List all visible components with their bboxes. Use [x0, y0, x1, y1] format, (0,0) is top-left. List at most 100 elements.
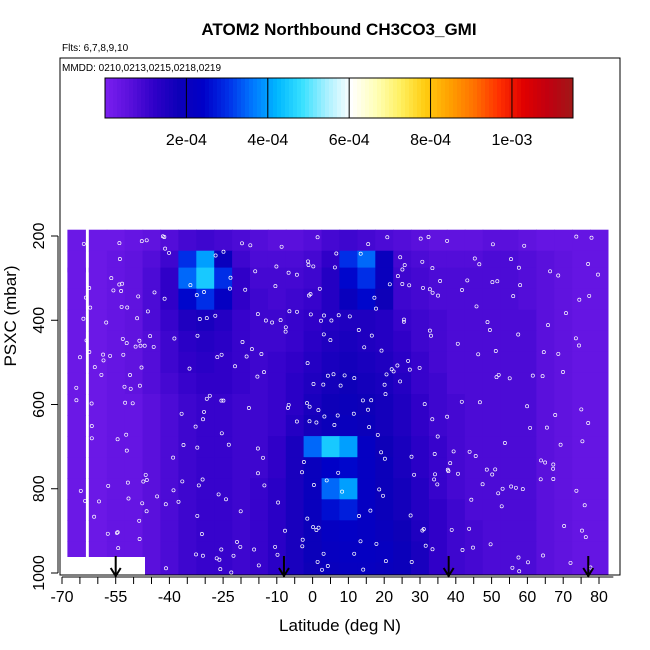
heatmap-cell: [428, 309, 448, 332]
sample-point: [319, 318, 323, 323]
heatmap-cell: [554, 436, 573, 458]
sample-point: [238, 544, 243, 549]
sample-point: [541, 553, 545, 558]
sample-point: [406, 358, 411, 363]
heatmap-cell: [446, 288, 466, 311]
heatmap-cell: [393, 229, 412, 252]
heatmap-cell: [214, 288, 233, 311]
heatmap-cell: [232, 436, 251, 458]
sample-point: [138, 343, 143, 348]
heatmap-cell: [303, 229, 323, 252]
sample-point: [219, 431, 224, 436]
sample-point: [526, 560, 530, 565]
colorbar-segment: [433, 78, 438, 118]
sample-point: [311, 525, 316, 530]
sample-point: [308, 312, 313, 317]
sample-point: [520, 487, 525, 492]
sample-point: [427, 287, 432, 292]
sample-point: [164, 566, 168, 571]
sample-point: [372, 295, 377, 300]
sample-point: [111, 288, 116, 293]
sample-point: [525, 404, 530, 409]
heatmap-cell: [357, 436, 376, 458]
heatmap-cell: [428, 267, 448, 290]
sample-point: [89, 424, 94, 428]
heatmap-cell: [357, 330, 376, 353]
sample-point: [249, 347, 254, 352]
heatmap-cell: [142, 436, 162, 458]
heatmap-cell: [232, 250, 251, 273]
colorbar-segment: [181, 78, 186, 118]
heatmap-cell: [232, 351, 251, 374]
sample-point: [176, 499, 181, 504]
heatmap-cell: [554, 415, 573, 437]
sample-point: [587, 293, 592, 298]
sample-point: [321, 551, 326, 556]
sample-point: [347, 314, 352, 319]
sample-point: [338, 383, 343, 388]
sample-point: [106, 483, 111, 488]
heatmap-cell: [536, 351, 555, 374]
sample-point: [579, 407, 584, 412]
heatmap-cell: [124, 394, 144, 416]
colorbar-segment: [401, 78, 406, 118]
sample-point: [407, 367, 412, 372]
heatmap-cell: [393, 267, 412, 290]
sample-point: [335, 413, 340, 418]
heatmap-cell: [411, 499, 430, 521]
sample-point: [305, 401, 309, 406]
sample-point: [422, 402, 427, 407]
heatmap-cell: [303, 499, 323, 521]
sample-point: [163, 502, 168, 507]
colorbar-tick-label: 1e-03: [491, 132, 532, 149]
colorbar-tick-label: 8e-04: [410, 132, 451, 149]
heatmap-cell: [196, 457, 215, 479]
heatmap-cell: [411, 267, 430, 290]
sample-point: [300, 537, 305, 542]
heatmap-cell: [106, 288, 126, 311]
heatmap-cell: [250, 229, 269, 252]
heatmap-cell: [303, 415, 323, 437]
heatmap-cell: [160, 478, 179, 500]
sample-point: [421, 285, 425, 290]
heatmap-cell: [303, 267, 323, 290]
heatmap-cell: [590, 520, 609, 542]
sample-point: [496, 491, 501, 496]
heatmap-cell: [124, 351, 144, 374]
heatmap-cell: [482, 457, 502, 479]
sample-point: [368, 508, 373, 513]
colorbar-segment: [537, 78, 542, 118]
heatmap-cell: [321, 288, 341, 311]
heatmap-cell: [464, 229, 484, 252]
heatmap-cell: [321, 229, 341, 252]
heatmap-cell: [160, 436, 179, 458]
heatmap-cell: [303, 394, 323, 416]
colorbar-segment: [117, 78, 122, 118]
sample-point: [369, 398, 374, 403]
colorbar-segment: [349, 78, 354, 118]
heatmap-cell: [196, 267, 215, 290]
heatmap-cell: [250, 288, 269, 311]
heatmap-cell: [142, 499, 162, 521]
sample-point: [306, 259, 310, 264]
heatmap-cell: [464, 541, 484, 564]
colorbar-tick-label: 4e-04: [247, 132, 288, 149]
colorbar-segment: [285, 78, 290, 118]
colorbar-segment: [469, 78, 474, 118]
heatmap-cell: [428, 541, 448, 564]
sample-point: [325, 373, 330, 378]
heatmap-cell: [196, 288, 215, 311]
sample-point: [221, 398, 226, 403]
heatmap-cell: [536, 499, 555, 521]
sample-point: [432, 477, 437, 482]
heatmap-cell: [250, 394, 269, 416]
sample-point: [546, 323, 550, 328]
sample-point: [429, 333, 433, 338]
heatmap-cell: [67, 267, 86, 290]
sample-point: [143, 472, 148, 477]
heatmap-cell: [232, 562, 251, 575]
sample-point: [262, 370, 266, 375]
heatmap-cell: [67, 288, 86, 311]
heatmap-cell: [482, 330, 502, 353]
sample-point: [488, 542, 493, 547]
